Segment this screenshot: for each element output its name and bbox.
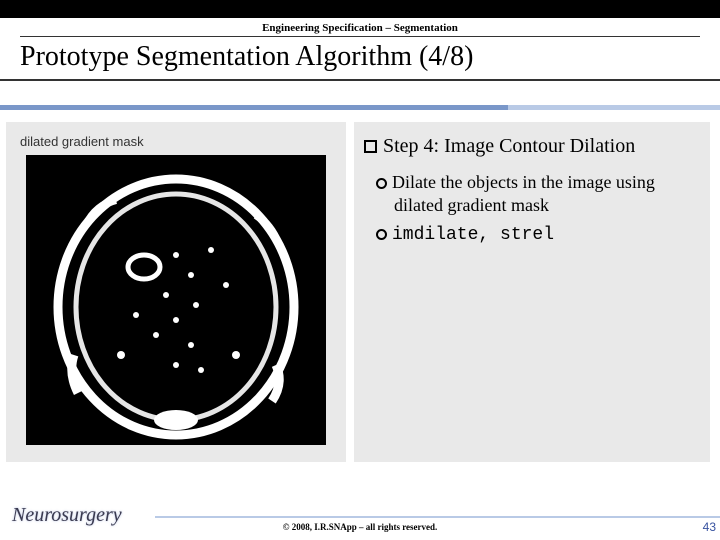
breadcrumb: Engineering Specification – Segmentation (20, 18, 700, 37)
footer: Neurosurgery © 2008, I.R.SNApp – all rig… (0, 506, 720, 540)
figure-panel: dilated gradient mask (6, 122, 346, 462)
step-heading: Step 4: Image Contour Dilation (364, 134, 700, 159)
page-title: Prototype Segmentation Algorithm (4/8) (0, 37, 720, 81)
circle-bullet-icon (376, 178, 387, 189)
footer-accent-line (155, 516, 720, 518)
square-bullet-icon (364, 140, 377, 153)
list-item-text: Dilate the objects in the image using di… (392, 172, 655, 215)
step-heading-text: Step 4: Image Contour Dilation (383, 135, 635, 157)
top-black-bar (0, 0, 720, 18)
contour-svg (26, 155, 326, 445)
figure-image (26, 155, 326, 445)
page-number: 43 (703, 520, 716, 534)
circle-bullet-icon (376, 229, 387, 240)
text-panel: Step 4: Image Contour Dilation Dilate th… (354, 122, 710, 462)
accent-bar (0, 105, 720, 110)
list-item: imdilate, strel (364, 222, 700, 247)
list-item-code: imdilate, strel (392, 225, 554, 245)
footer-copyright: © 2008, I.R.SNApp – all rights reserved. (0, 522, 720, 532)
figure-caption: dilated gradient mask (14, 130, 338, 155)
list-item: Dilate the objects in the image using di… (364, 171, 700, 216)
content-area: dilated gradient mask (0, 118, 720, 462)
